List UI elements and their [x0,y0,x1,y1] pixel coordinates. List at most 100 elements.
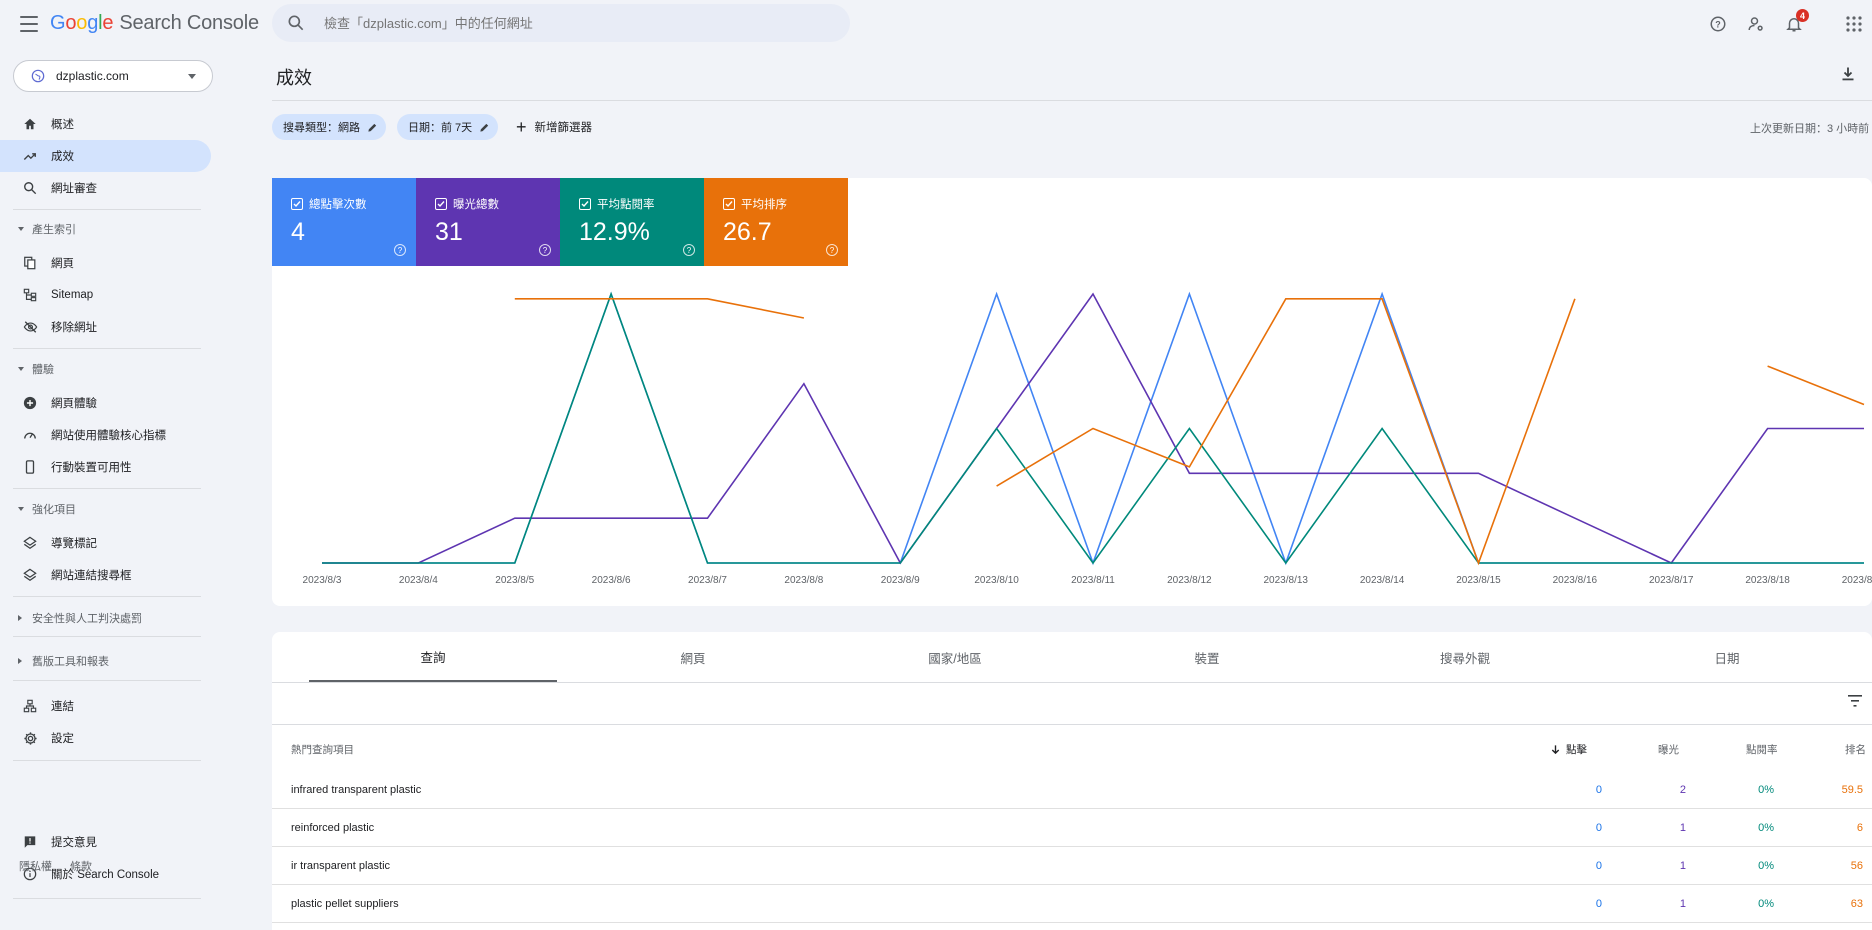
sidebar-item-page-experience[interactable]: 網頁體驗 [0,387,211,419]
data-table-card: 查詢 網頁 國家/地區 裝置 搜尋外觀 日期 熱門查詢項目 點擊 曝光 點閱率 … [272,632,1872,930]
notifications-icon[interactable]: 4 [1782,9,1809,36]
checkbox-checked-icon[interactable] [579,198,591,210]
performance-line-chart[interactable]: 2023/8/3 2023/8/4 2023/8/5 2023/8/6 2023/8/7… [272,266,1872,606]
chip-label: 日期：前 7天 [408,122,473,134]
section-legacy-tools[interactable]: 舊版工具和報表 [0,650,211,672]
sidebar-item-settings[interactable]: 設定 [0,722,211,754]
sidebar-item-pages[interactable]: 網頁 [0,247,211,279]
sidebar-item-sitelinks-searchbox[interactable]: 網站連結搜尋框 [0,559,211,591]
chevron-down-icon [18,507,24,511]
metric-total-clicks[interactable]: 總點擊次數 4 ? [272,178,416,266]
tab-countries[interactable]: 國家/地區 [928,651,982,666]
menu-icon[interactable] [18,14,40,34]
privacy-link[interactable]: 隱私權 [19,861,52,873]
sidebar-item-label: Sitemap [51,289,94,301]
x-tick-label: 2023/8/3 [303,575,342,586]
checkbox-checked-icon[interactable] [435,198,447,210]
table-row[interactable]: reinforced plastic 0 1 0% 6 [272,809,1872,847]
divider [13,636,201,637]
sidebar-item-label: 網頁體驗 [51,398,97,410]
sidebar-item-breadcrumbs[interactable]: 導覽標記 [0,527,211,559]
checkbox-checked-icon[interactable] [291,198,303,210]
sidebar-item-label: 行動裝置可用性 [51,462,132,474]
sidebar-item-overview[interactable]: 概述 [0,108,211,140]
add-filter-label: 新增篩選器 [534,122,593,134]
sidebar-item-performance[interactable]: 成效 [0,140,211,172]
sidebar-item-removals[interactable]: 移除網址 [0,311,211,343]
column-header-clicks[interactable]: 點擊 [1550,742,1587,757]
position-cell: 63 [1850,898,1863,910]
section-indexing[interactable]: 產生索引 [0,218,211,240]
divider [13,596,201,597]
layers-icon [22,567,38,583]
table-row[interactable]: ir transparent plastic 0 1 0% 56 [272,847,1872,885]
sidebar-item-label: 網址審查 [51,183,97,195]
url-inspect-search[interactable] [272,4,850,42]
sidebar-item-links[interactable]: 連結 [0,690,211,722]
section-experience[interactable]: 體驗 [0,358,211,380]
sidebar-item-label: 關於 Search Console [51,869,160,881]
section-security[interactable]: 安全性與人工判決處罰 [0,607,211,629]
add-filter-button[interactable]: + 新增篩選器 [516,114,592,140]
date-filter-chip[interactable]: 日期：前 7天 [397,114,499,140]
help-icon[interactable]: ? [683,244,695,256]
metric-average-position[interactable]: 平均排序 26.7 ? [704,178,848,266]
app-logo[interactable]: Google Search Console [50,12,259,35]
search-input[interactable] [324,15,804,31]
metric-value: 12.9% [579,218,650,246]
sidebar-item-mobile-usability[interactable]: 行動裝置可用性 [0,451,211,483]
sidebar-item-label: 設定 [51,733,74,745]
property-selector[interactable]: dzplastic.com [13,60,213,92]
column-header-impressions[interactable]: 曝光 [1658,744,1679,756]
page-title: 成效 [276,68,312,88]
metric-label: 總點擊次數 [309,199,367,211]
position-cell: 6 [1856,822,1863,834]
help-icon[interactable]: ? [394,244,406,256]
section-label: 強化項目 [32,504,76,516]
help-icon[interactable]: ? [1706,12,1730,36]
x-tick-label: 2023/8/14 [1360,575,1405,586]
column-header-ctr[interactable]: 點閱率 [1746,744,1778,756]
tab-pages[interactable]: 網頁 [680,651,706,666]
sidebar-item-core-web-vitals[interactable]: 網站使用體驗核心指標 [0,419,211,451]
sidebar-item-url-inspection[interactable]: 網址審查 [0,172,211,204]
tab-queries[interactable]: 查詢 [309,632,557,682]
filter-rows-icon[interactable] [1847,694,1863,708]
table-row[interactable]: infrared transparent plastic 0 2 0% 59.5 [272,771,1872,809]
header-divider [272,100,1872,101]
divider [13,348,201,349]
section-enhancements[interactable]: 強化項目 [0,498,211,520]
column-header-position[interactable]: 排名 [1845,744,1866,756]
x-tick-label: 2023/8/13 [1264,575,1309,586]
ctr-cell: 0% [1758,822,1774,834]
table-row[interactable]: plastic pellet suppliers 0 1 0% 63 [272,885,1872,923]
help-icon[interactable]: ? [539,244,551,256]
logo-letter: o [65,12,77,34]
metric-total-impressions[interactable]: 曝光總數 31 ? [416,178,561,266]
sidebar-item-about[interactable]: 關於 Search Console [0,858,211,890]
apps-grid-icon[interactable] [1842,12,1866,36]
sidebar-item-sitemap[interactable]: Sitemap [0,279,211,311]
clicks-cell: 0 [1595,822,1602,834]
terms-link[interactable]: 條款 [70,861,92,873]
edit-icon [480,123,489,132]
sidebar-item-label: 移除網址 [51,322,97,334]
search-icon [288,15,304,31]
property-name: dzplastic.com [56,69,129,83]
search-type-filter-chip[interactable]: 搜尋類型：網路 [272,114,386,140]
download-icon[interactable] [1840,66,1856,82]
tab-search-appearance[interactable]: 搜尋外觀 [1439,651,1490,666]
sidebar-item-feedback[interactable]: 提交意見 [0,826,211,858]
tab-dates[interactable]: 日期 [1714,651,1740,666]
logo-letter: e [102,12,114,34]
table-header-divider [272,724,1872,725]
tab-devices[interactable]: 裝置 [1194,651,1220,666]
manage-users-icon[interactable] [1744,12,1768,36]
help-icon[interactable]: ? [826,244,838,256]
search-icon [22,180,38,196]
divider [13,898,201,899]
metric-value: 4 [291,218,305,246]
checkbox-checked-icon[interactable] [723,198,735,210]
metric-average-ctr[interactable]: 平均點閱率 12.9% ? [560,178,705,266]
sidebar-item-label: 網站使用體驗核心指標 [51,430,166,442]
